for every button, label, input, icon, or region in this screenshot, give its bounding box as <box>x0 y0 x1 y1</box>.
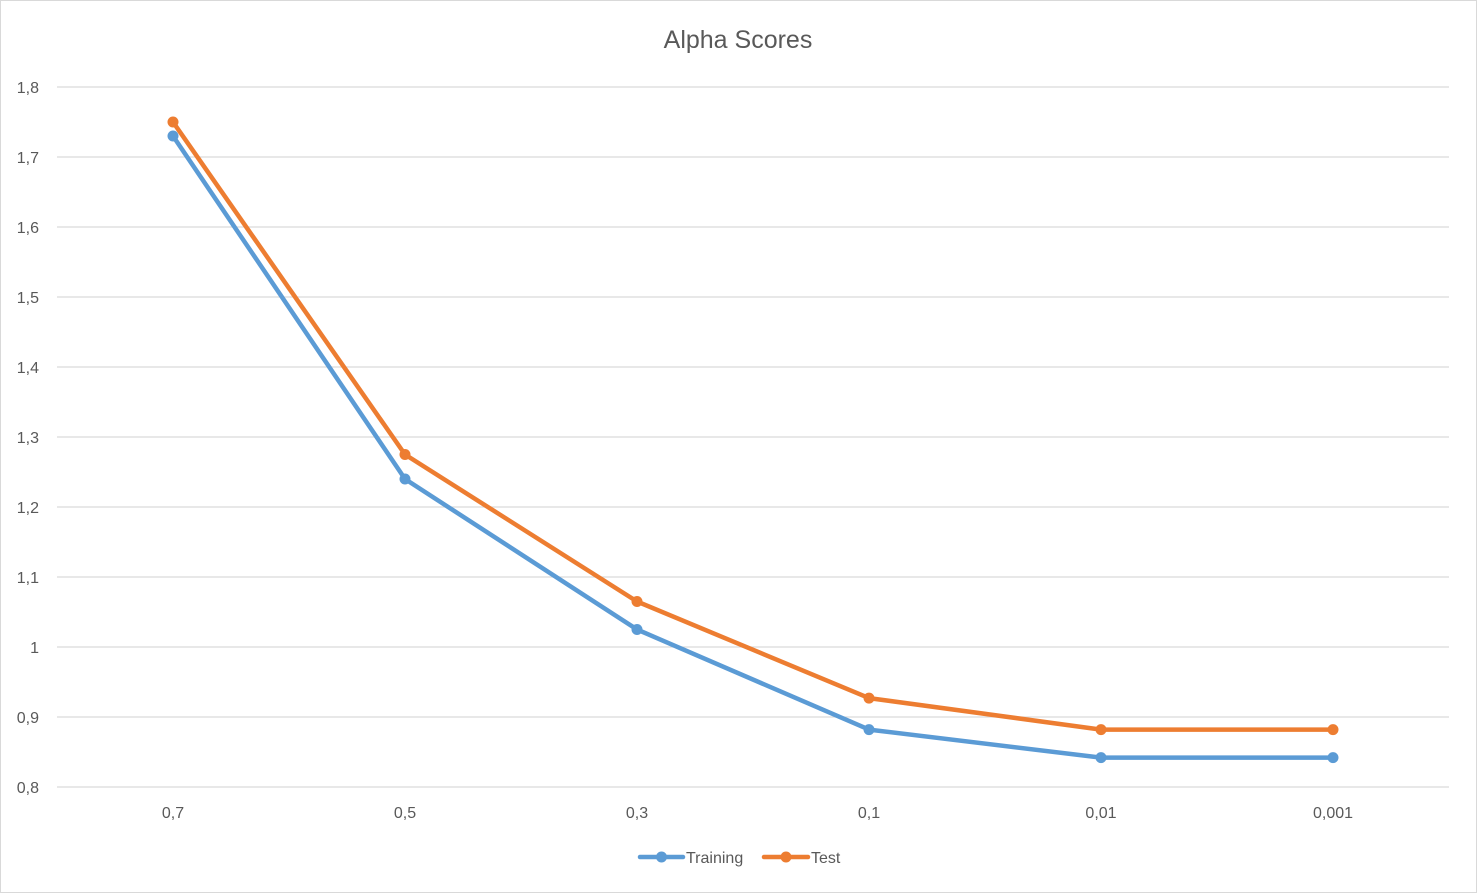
legend-marker-training <box>656 851 667 863</box>
data-point-training <box>631 624 643 635</box>
y-tick-label: 1,2 <box>17 500 39 517</box>
y-tick-label: 1,3 <box>17 430 39 447</box>
data-point-training <box>863 724 875 736</box>
data-point-training <box>1327 752 1339 764</box>
data-point-test <box>1327 724 1339 736</box>
series-line-test <box>170 119 1336 732</box>
x-tick-label: 0,001 <box>1313 805 1353 822</box>
x-axis-ticks: 0,7 0,5 0,3 0,1 0,01 0,001 <box>162 805 1353 822</box>
y-tick-label: 1,4 <box>17 360 39 377</box>
data-point-test <box>863 692 875 704</box>
y-tick-label: 1,7 <box>17 150 39 167</box>
x-tick-label: 0,1 <box>858 805 880 822</box>
y-tick-label: 0,9 <box>17 710 39 727</box>
data-point-test <box>1095 724 1107 736</box>
data-point-training <box>399 473 411 485</box>
x-tick-label: 0,5 <box>394 805 416 822</box>
data-point-training <box>1095 752 1107 764</box>
legend: Training Test <box>637 850 841 867</box>
x-tick-label: 0,3 <box>626 805 648 822</box>
y-tick-label: 1,8 <box>17 80 39 97</box>
x-tick-label: 0,7 <box>162 805 184 822</box>
legend-label-training: Training <box>686 850 743 867</box>
legend-marker-test <box>780 851 792 863</box>
y-tick-label: 1 <box>30 640 39 657</box>
series-group <box>167 116 1339 764</box>
y-tick-label: 1,1 <box>17 570 39 587</box>
data-point-test <box>399 449 411 460</box>
data-point-test <box>631 596 643 607</box>
y-tick-label: 0,8 <box>17 780 39 797</box>
gridlines <box>57 86 1449 788</box>
legend-label-test: Test <box>811 850 841 867</box>
chart-title: Alpha Scores <box>664 26 813 54</box>
y-axis-ticks: 0,8 0,9 1 1,1 1,2 1,3 1,4 1,5 1,6 1,7 1,8 <box>17 80 39 797</box>
x-tick-label: 0,01 <box>1085 805 1116 822</box>
data-point-training <box>167 130 179 142</box>
series-line-training <box>170 133 1336 760</box>
y-tick-label: 1,5 <box>17 290 39 307</box>
y-tick-label: 1,6 <box>17 220 39 237</box>
data-point-test <box>167 116 179 128</box>
